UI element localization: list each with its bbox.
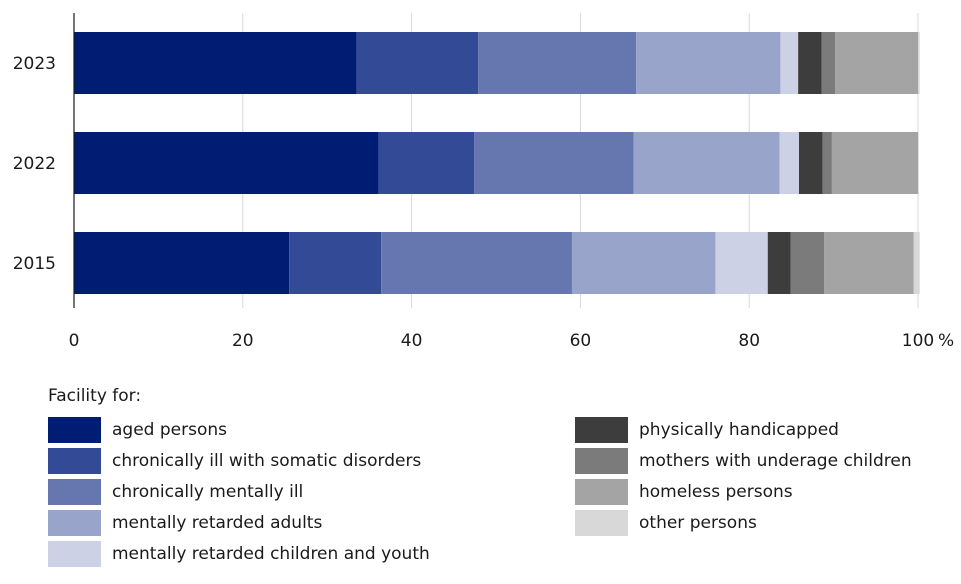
legend-item-aged-persons: aged persons [48, 417, 227, 443]
bar-2022-aged-persons [74, 132, 379, 194]
bar-2015-other-persons [913, 232, 920, 294]
y-tick-label-2022: 2022 [13, 154, 56, 174]
bar-2015-homeless-persons [824, 232, 914, 294]
y-tick-label-2015: 2015 [13, 254, 56, 274]
legend-swatch [575, 479, 628, 505]
legend-item-chronically-mentally-ill: chronically mentally ill [48, 479, 303, 505]
legend-label: homeless persons [639, 482, 793, 502]
x-tick-label-20: 20 [232, 331, 254, 351]
legend-label: physically handicapped [639, 420, 839, 440]
legend-swatch [48, 448, 101, 474]
bar-2022-mentally-retarded-adults [633, 132, 780, 194]
bar-2023-physically-handicapped [798, 32, 822, 94]
stacked-bar-chart: 2023 2022 2015 0 20 40 60 80 100% [13, 13, 955, 351]
bar-2022-chronically-ill-with-somatic-disorders [378, 132, 475, 194]
legend-swatch [48, 510, 101, 536]
legend-item-mothers-with-underage-children: mothers with underage children [575, 448, 912, 474]
legend-label: aged persons [112, 420, 227, 440]
x-tick-label-0: 0 [69, 331, 80, 351]
legend-title: Facility for: [48, 386, 142, 406]
legend-label: mothers with underage children [639, 451, 912, 471]
bar-2023-other-persons [918, 32, 920, 94]
legend-item-other-persons: other persons [575, 510, 757, 536]
legend-swatch [575, 448, 628, 474]
bar-2023-mentally-retarded-adults [636, 32, 781, 94]
x-tick-label-80: 80 [738, 331, 760, 351]
bar-segments [74, 32, 920, 294]
bar-2023-chronically-mentally-ill [478, 32, 637, 94]
legend-label: other persons [639, 513, 757, 533]
legend-swatch [48, 541, 101, 567]
legend-label: mentally retarded adults [112, 513, 323, 533]
x-tick-label-40: 40 [401, 331, 423, 351]
legend-swatch [48, 417, 101, 443]
legend-swatch [575, 417, 628, 443]
legend-swatch [575, 510, 628, 536]
bar-2015-chronically-mentally-ill [381, 232, 572, 294]
legend-item-physically-handicapped: physically handicapped [575, 417, 839, 443]
legend-item-homeless-persons: homeless persons [575, 479, 793, 505]
bar-2015-physically-handicapped [767, 232, 791, 294]
legend-item-chronically-ill-with-somatic-disorders: chronically ill with somatic disorders [48, 448, 421, 474]
bar-2022-other-persons [918, 132, 919, 194]
bar-2022-chronically-mentally-ill [474, 132, 634, 194]
legend-label: chronically mentally ill [112, 482, 304, 502]
bar-2015-mentally-retarded-children-and-youth [715, 232, 768, 294]
x-tick-labels: 0 20 40 60 80 100% [69, 331, 955, 351]
x-axis-unit: % [938, 331, 954, 351]
bar-2023-mentally-retarded-children-and-youth [780, 32, 799, 94]
x-tick-label-100: 100 [902, 331, 934, 351]
bar-2015-aged-persons [74, 232, 290, 294]
legend-swatch [48, 479, 101, 505]
x-tick-label-60: 60 [570, 331, 592, 351]
bar-2015-chronically-ill-with-somatic-disorders [289, 232, 382, 294]
bar-2023-mothers-with-underage-children [821, 32, 836, 94]
bar-2023-chronically-ill-with-somatic-disorders [356, 32, 479, 94]
bar-2022-physically-handicapped [798, 132, 823, 194]
bar-2023-homeless-persons [835, 32, 918, 94]
bar-2015-mothers-with-underage-children [790, 232, 825, 294]
legend-item-mentally-retarded-adults: mentally retarded adults [48, 510, 322, 536]
y-tick-labels: 2023 2022 2015 [13, 54, 56, 274]
y-tick-label-2023: 2023 [13, 54, 56, 74]
bar-2023-aged-persons [74, 32, 357, 94]
bar-2022-homeless-persons [831, 132, 918, 194]
legend-label: chronically ill with somatic disorders [112, 451, 422, 471]
legend-item-mentally-retarded-children-and-youth: mentally retarded children and youth [48, 541, 430, 567]
legend-label: mentally retarded children and youth [112, 544, 430, 564]
bar-2015-mentally-retarded-adults [571, 232, 716, 294]
bar-2022-mentally-retarded-children-and-youth [779, 132, 799, 194]
bar-2022-mothers-with-underage-children [822, 132, 832, 194]
